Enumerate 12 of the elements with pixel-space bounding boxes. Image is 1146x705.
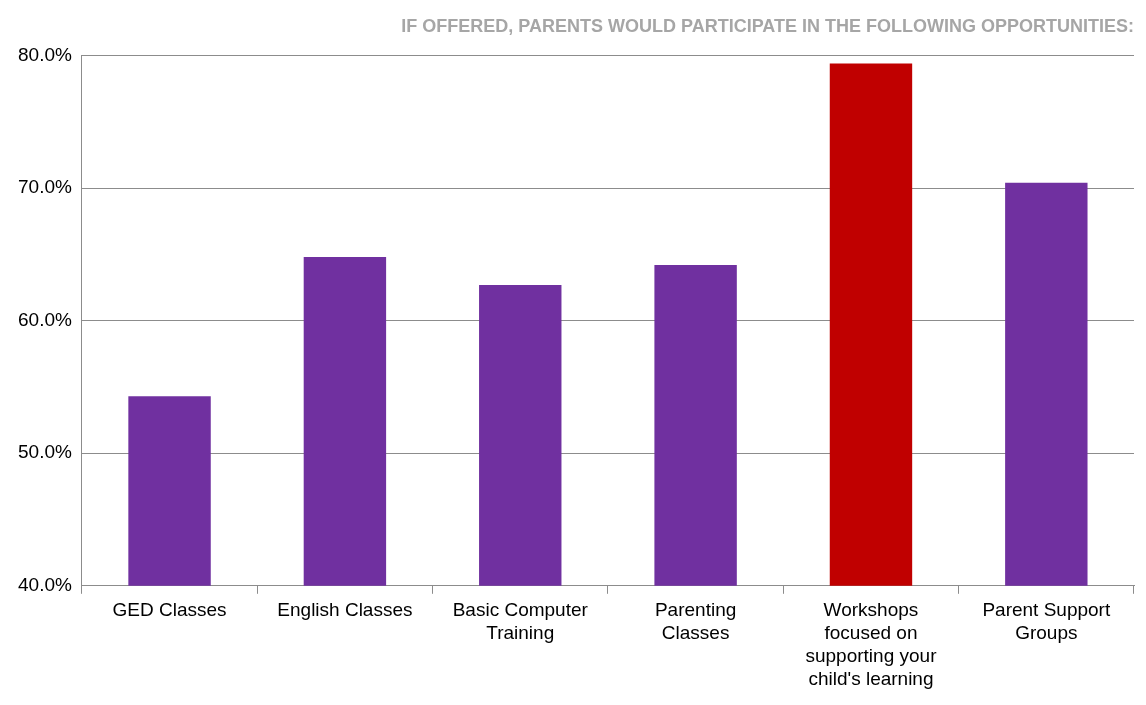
x-tick-label: Parenting Classes: [654, 599, 737, 644]
y-tick-label: 40.0%: [18, 574, 72, 596]
y-tick-label: 70.0%: [18, 176, 72, 198]
y-tick-label: 80.0%: [18, 43, 72, 65]
y-tick-label: 60.0%: [18, 308, 72, 330]
chart-title: IF OFFERED, PARENTS WOULD PARTICIPATE IN THE FOLLOWING OPPORTUNITIES:: [401, 15, 1134, 36]
x-tick-label: Parent Support Groups: [982, 599, 1111, 644]
y-tick-label: 50.0%: [18, 441, 72, 463]
x-tick-label: Workshops focused on supporting your child's learning: [805, 599, 938, 689]
x-tick-label: English Classes: [277, 599, 413, 621]
x-tick-label: Basic Computer Training: [452, 599, 589, 644]
x-tick-label: GED Classes: [112, 599, 227, 621]
